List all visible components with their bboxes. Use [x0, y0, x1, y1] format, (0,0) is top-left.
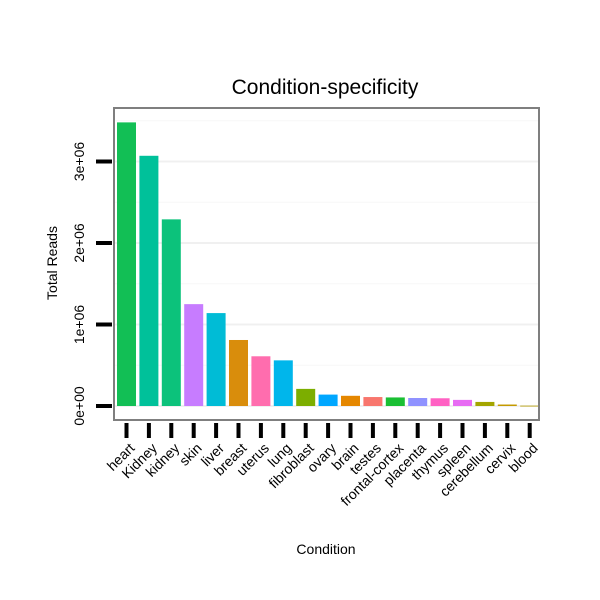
bar-heart: [117, 122, 136, 406]
bar-brain: [341, 395, 360, 406]
bar-cerebellum: [475, 401, 495, 406]
y-axis-title: Total Reads: [44, 226, 60, 300]
bars: [117, 122, 540, 407]
bar-kidney: [161, 219, 181, 406]
bar-cervix: [497, 404, 517, 406]
x-axis-ticks: heartKidneykidneyskinliverbreastuteruslu…: [104, 423, 541, 509]
y-tick-label: 0e+00: [71, 386, 87, 426]
y-tick-label: 2e+06: [71, 223, 87, 263]
plot-panel-border: [113, 107, 540, 421]
bar-Kidney: [139, 155, 159, 406]
y-tick-label: 1e+06: [71, 305, 87, 345]
bar-frontal-cortex: [385, 397, 405, 406]
bar-placenta: [408, 398, 428, 406]
bar-blood: [520, 405, 540, 407]
bar-skin: [184, 304, 204, 407]
bar-testes: [363, 397, 383, 406]
chart-title: Condition-specificity: [232, 76, 419, 99]
bar-thymus: [430, 398, 450, 406]
bar-breast: [229, 339, 248, 406]
y-tick-label: 3e+06: [71, 142, 87, 182]
bar-uterus: [251, 356, 271, 406]
y-axis-ticks: 0e+00 1e+06 2e+06 3e+06: [71, 142, 112, 426]
bar-liver: [206, 313, 226, 406]
x-axis-title: Condition: [296, 541, 355, 557]
bar-ovary: [318, 394, 338, 406]
bar-spleen: [453, 399, 472, 406]
bar-fibroblast: [296, 388, 316, 406]
bar-lung: [273, 360, 293, 406]
